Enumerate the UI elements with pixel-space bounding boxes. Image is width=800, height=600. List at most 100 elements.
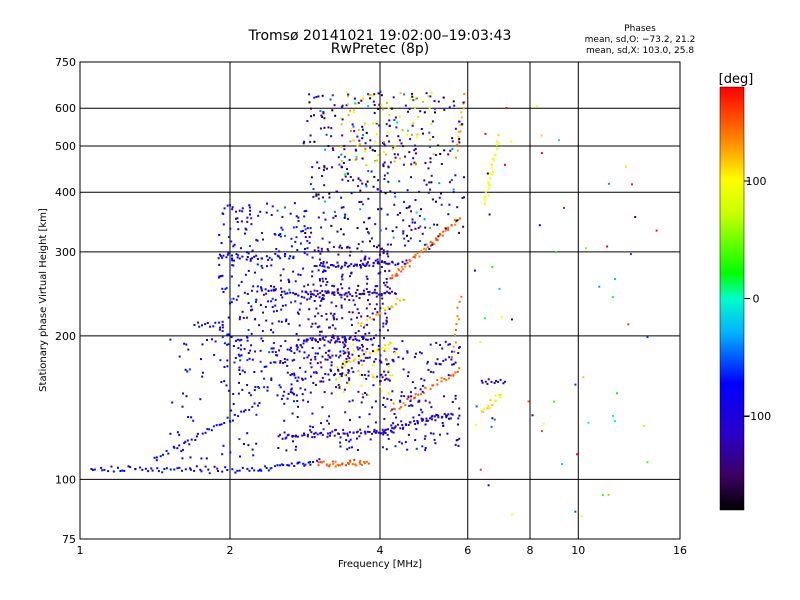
phase-point (349, 293, 352, 296)
phase-point (364, 142, 367, 145)
phase-point (437, 416, 440, 419)
phase-point (162, 453, 164, 456)
phase-point (341, 336, 344, 339)
colorbar-label: [deg] (719, 72, 754, 87)
phase-point (422, 100, 425, 103)
phase-point (212, 425, 215, 428)
phase-point (226, 333, 229, 336)
phase-point (224, 466, 227, 469)
phase-point (374, 377, 377, 380)
phase-point (439, 363, 442, 366)
phase-point (401, 424, 404, 426)
phase-point (247, 252, 250, 255)
phase-point (241, 388, 244, 391)
phase-point (241, 466, 244, 469)
phase-point (200, 358, 202, 361)
phase-point (460, 111, 463, 114)
phase-point (341, 265, 344, 268)
phase-point (358, 201, 361, 203)
phase-point (323, 391, 326, 394)
phase-point (319, 110, 322, 112)
phase-point (231, 259, 234, 262)
phase-point (289, 391, 292, 394)
phase-point (435, 154, 437, 156)
phase-point (112, 470, 115, 473)
phase-point (424, 435, 427, 438)
phase-point (374, 358, 377, 361)
phase-point (299, 242, 302, 245)
phase-point (333, 104, 336, 107)
phase-point (411, 221, 414, 224)
phase-point (309, 391, 312, 394)
phase-point (218, 276, 220, 279)
x-tick-label: 8 (527, 544, 534, 557)
phase-point (282, 268, 285, 271)
phase-point (322, 262, 325, 265)
phase-point (201, 375, 204, 378)
phase-point (301, 378, 304, 381)
phase-point (320, 262, 323, 265)
phase-point (341, 317, 344, 320)
phase-point (386, 134, 389, 137)
chart-title: Tromsø 20141021 19:02:00–19:03:43 (248, 28, 512, 44)
phase-point (430, 174, 433, 177)
phase-point (458, 346, 461, 349)
phase-point (417, 115, 420, 118)
phase-point (383, 430, 386, 433)
phase-point (220, 381, 223, 384)
phase-point (275, 248, 278, 250)
phase-point (361, 240, 364, 243)
phase-point (272, 361, 275, 364)
phase-point (245, 316, 248, 319)
phase-point (427, 191, 430, 194)
phase-point (415, 428, 418, 431)
phase-point (366, 356, 369, 359)
phase-point (340, 304, 343, 307)
phase-point (322, 196, 324, 199)
phase-point (343, 148, 346, 151)
phase-point (323, 184, 326, 187)
phase-point (352, 338, 355, 341)
phase-point (418, 190, 421, 193)
phase-point (487, 407, 490, 410)
phase-point (294, 376, 297, 379)
phase-point (309, 134, 312, 137)
phase-point (582, 376, 585, 379)
phase-point (302, 342, 305, 345)
phase-point (303, 296, 306, 299)
phase-point (229, 227, 232, 230)
phase-point (381, 302, 384, 305)
phase-point (359, 428, 362, 431)
phase-point (421, 384, 424, 387)
phase-point (377, 244, 380, 247)
phase-point (350, 130, 352, 132)
phase-point (331, 109, 334, 112)
phase-point (323, 344, 326, 347)
phase-point (361, 97, 364, 100)
phase-point (292, 291, 295, 294)
phase-point (372, 262, 375, 265)
phase-point (271, 297, 274, 300)
phase-point (429, 145, 432, 148)
phase-point (366, 278, 369, 280)
phase-point (257, 385, 260, 388)
phase-point (255, 442, 258, 445)
phase-point (352, 343, 355, 346)
phase-point (391, 426, 394, 429)
phase-point (352, 299, 355, 302)
phase-point (286, 371, 289, 374)
phase-point (413, 163, 416, 166)
phase-point (283, 290, 286, 293)
phase-point (299, 273, 302, 276)
phase-point (385, 377, 388, 380)
phase-point (153, 456, 156, 459)
phase-point (244, 232, 246, 235)
phase-point (294, 280, 297, 283)
phase-point (414, 199, 417, 201)
phase-point (343, 373, 346, 376)
phase-point (376, 159, 379, 162)
phase-point (348, 299, 351, 301)
phase-point (322, 336, 325, 339)
phase-point (388, 119, 391, 122)
phase-point (334, 341, 337, 344)
